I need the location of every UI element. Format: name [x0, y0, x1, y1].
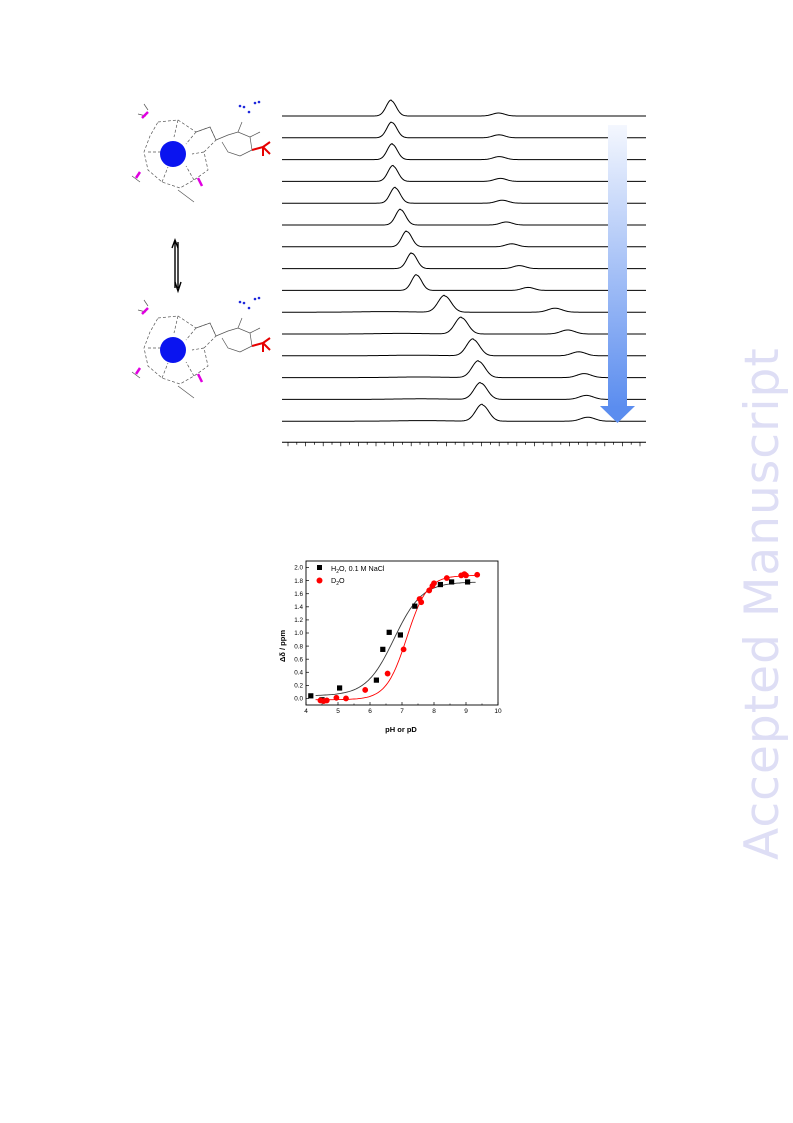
- y-tick-label: 0.6: [294, 656, 303, 663]
- metal-ion-top: [160, 141, 186, 167]
- legend-label-h2o: H2O, 0.1 M NaCl: [331, 564, 385, 575]
- legend: H2O, 0.1 M NaCl D2O: [316, 564, 385, 587]
- data-point-square: [397, 632, 403, 638]
- equilibrium-arrow: [171, 238, 182, 294]
- data-point-circle: [400, 646, 407, 653]
- complex-structure-top: [131, 100, 271, 203]
- y-tick-label: 2.0: [294, 565, 303, 572]
- x-tick-label: 6: [368, 708, 372, 715]
- data-point-circle: [443, 575, 450, 581]
- legend-label-d2o: D2O: [331, 576, 345, 587]
- fit-curves: [315, 575, 476, 701]
- y-tick-label: 1.6: [294, 591, 303, 598]
- y-tick-label: 1.8: [294, 578, 303, 585]
- spectrum-trace: [282, 230, 646, 248]
- spectrum-trace: [282, 381, 646, 400]
- x-tick-label: 9: [464, 708, 468, 715]
- data-point-square: [412, 603, 418, 609]
- metal-ion-bottom: [160, 337, 186, 363]
- data-point-square: [337, 685, 343, 691]
- fit-curve: [315, 575, 476, 701]
- x-tick-label: 5: [336, 708, 340, 715]
- data-point-square: [449, 579, 455, 585]
- y-tick-label: 0.8: [294, 643, 303, 650]
- complex-structure-bottom: [131, 296, 271, 399]
- spectrum-trace: [282, 403, 646, 422]
- legend-marker-h2o: [317, 565, 322, 570]
- data-point-circle: [384, 670, 391, 677]
- x-tick-label: 7: [400, 708, 404, 715]
- data-point-square: [437, 581, 443, 588]
- trend-arrow: [600, 125, 635, 423]
- data-point-circle: [418, 599, 425, 606]
- tert-butyl-bottom: [251, 337, 271, 352]
- spectrum-trace: [282, 99, 646, 117]
- spectrum-trace: [282, 338, 646, 357]
- legend-marker-d2o: [316, 577, 323, 584]
- titration-chart: 4 5 6 7 8 9 10 0.0 0.2 0.4 0.6 0.8 1.0 1.2 1.4 1.6 1.8 2.…: [278, 560, 502, 734]
- x-tick-label: 4: [304, 708, 308, 715]
- y-axis-label: Δδ / ppm: [278, 630, 287, 662]
- data-point-circle: [333, 694, 340, 701]
- spectrum-trace: [282, 360, 646, 379]
- spectrum-trace: [282, 273, 646, 291]
- data-point-circle: [474, 571, 481, 578]
- spectra-traces: [282, 99, 646, 422]
- data-point-square: [308, 693, 314, 699]
- y-tick-label: 1.2: [294, 617, 303, 624]
- spectrum-trace: [282, 121, 646, 139]
- y-tick-label: 1.0: [294, 630, 303, 637]
- data-point-square: [373, 677, 379, 683]
- y-tick-label: 0.2: [294, 683, 303, 690]
- data-point-square: [465, 579, 471, 585]
- data-points: [308, 571, 481, 704]
- fit-curve: [315, 581, 476, 696]
- data-point-square: [380, 646, 386, 652]
- data-point-circle: [362, 687, 369, 693]
- x-axis-label: pH or pD: [385, 725, 417, 734]
- nitrogen-group-top: [238, 100, 261, 114]
- spectrum-trace: [282, 316, 646, 335]
- data-point-square: [386, 629, 392, 635]
- spectrum-trace: [282, 164, 646, 182]
- spectrum-trace: [282, 143, 646, 161]
- x-tick-label: 10: [494, 708, 502, 715]
- data-point-circle: [426, 587, 433, 594]
- spectrum-trace: [282, 208, 646, 226]
- tert-butyl-top: [251, 141, 271, 156]
- x-tick-label: 8: [432, 708, 436, 715]
- y-tick-label: 0.4: [294, 669, 303, 676]
- spectrum-trace: [282, 252, 646, 270]
- y-tick-label: 1.4: [294, 604, 303, 611]
- nmr-spectra-stack: [282, 99, 646, 447]
- spectra-ppm-axis: [282, 441, 646, 447]
- spectrum-trace: [282, 186, 646, 204]
- data-point-circle: [463, 572, 469, 579]
- data-point-circle: [323, 697, 330, 704]
- nitrogen-group-bottom: [238, 296, 261, 310]
- equilibrium-structures: [131, 100, 271, 399]
- spectrum-trace: [282, 294, 646, 313]
- accepted-manuscript-watermark: Accepted Manuscript: [735, 347, 790, 860]
- side-arms-bottom: [134, 307, 204, 383]
- axis-ticks: 4 5 6 7 8 9 10 0.0 0.2 0.4 0.6 0.8 1.0 1.2 1.4 1.6 1.8 2.…: [294, 565, 502, 715]
- y-tick-label: 0.0: [294, 696, 303, 703]
- data-point-circle: [343, 695, 349, 702]
- data-point-circle: [431, 580, 437, 587]
- side-arms-top: [134, 111, 204, 187]
